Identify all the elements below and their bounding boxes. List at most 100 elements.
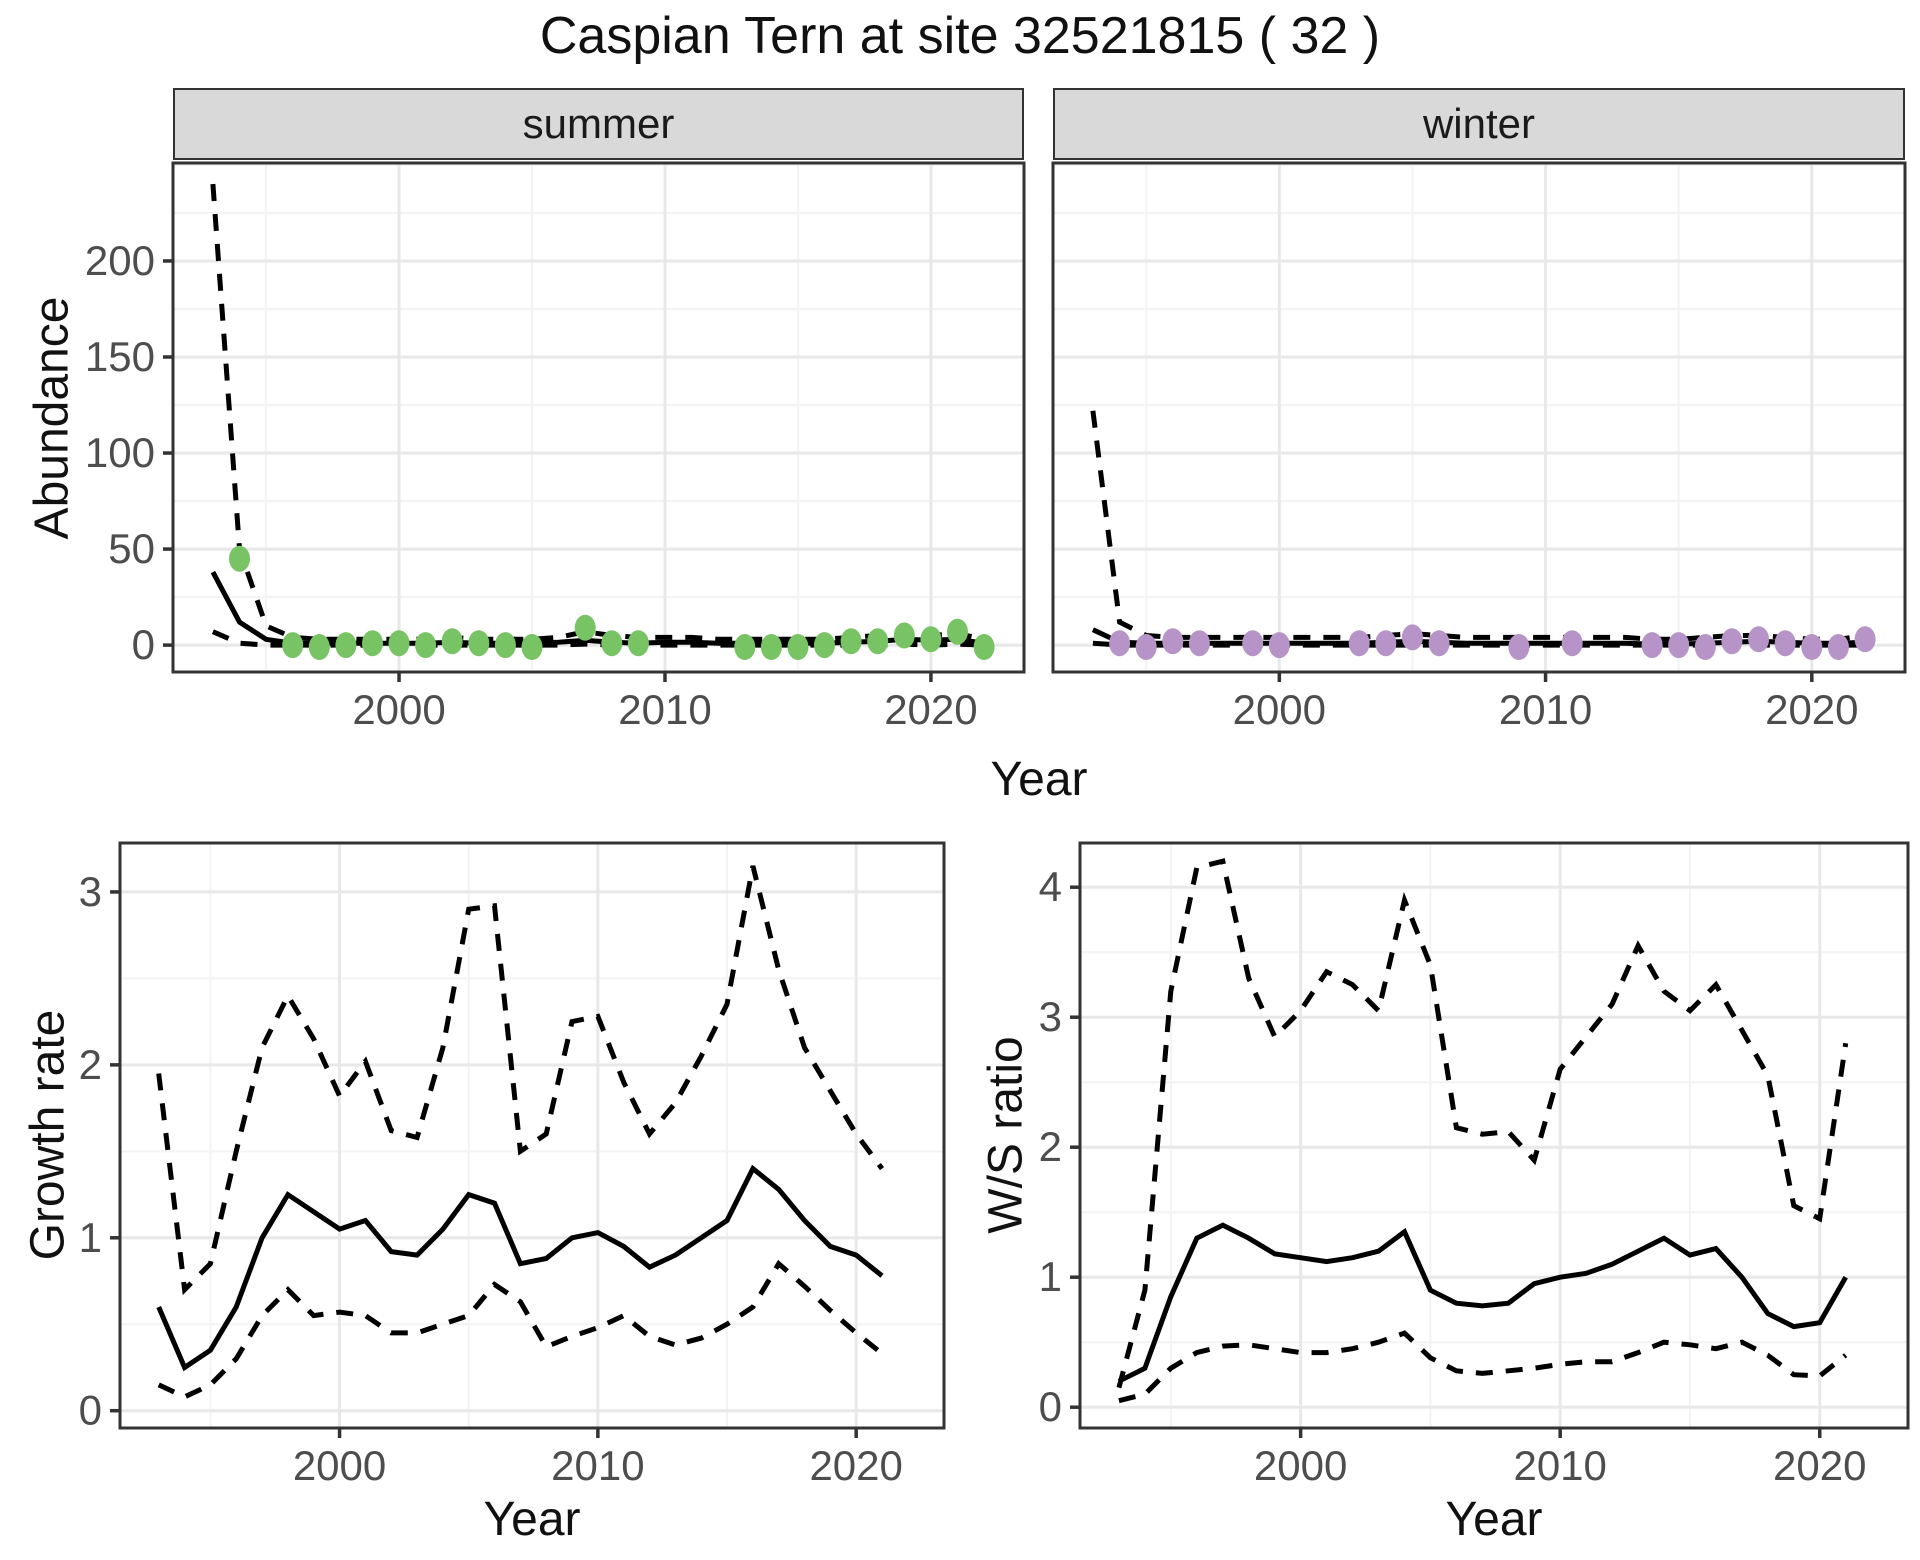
y-tick-label: 2 xyxy=(79,1041,102,1088)
gr-lower80-line xyxy=(157,1259,884,1400)
su-panel-border xyxy=(171,161,1026,674)
growth-rate-axis-title: Growth rate xyxy=(21,1009,75,1261)
gr-median-line xyxy=(156,1164,884,1372)
observed-summer-point xyxy=(441,628,463,655)
wi-panel-background xyxy=(1053,163,1905,672)
x-tick-label: 2010 xyxy=(1499,686,1592,733)
observed-winter-point xyxy=(1721,628,1743,655)
observed-summer-point xyxy=(494,632,516,659)
observed-summer-point xyxy=(388,630,410,657)
x-tick-label: 2000 xyxy=(352,686,445,733)
su-panel: 2000 2010 2020 0 50 100 150 200 xyxy=(85,161,1026,733)
observed-winter-point xyxy=(1242,630,1264,657)
su-panel-background xyxy=(173,163,1024,672)
observed-winter-point xyxy=(1188,630,1210,657)
growth-year-axis-title: Year xyxy=(483,1493,581,1546)
observed-winter-point xyxy=(1854,626,1876,653)
observed-winter-point xyxy=(1428,630,1450,657)
x-tick-label: 2020 xyxy=(1773,1442,1866,1489)
x-tick-label: 2020 xyxy=(1765,686,1858,733)
observed-summer-point xyxy=(362,630,383,657)
observed-winter-point xyxy=(1375,630,1397,657)
observed-summer-point xyxy=(734,634,756,660)
observed-summer-point xyxy=(787,634,809,660)
x-tick-label: 2000 xyxy=(1254,1442,1347,1489)
observed-summer-point xyxy=(814,632,835,659)
y-tick-label: 1 xyxy=(1039,1253,1062,1300)
facet-strip-summer: summer xyxy=(173,88,1024,160)
observed-summer-point xyxy=(229,545,250,572)
y-tick-label: 4 xyxy=(1039,863,1062,910)
observed-winter-point xyxy=(1641,632,1663,659)
x-tick-label: 2020 xyxy=(809,1442,902,1489)
y-tick-label: 100 xyxy=(85,429,155,476)
observed-winter-point xyxy=(1801,634,1823,660)
observed-winter-point xyxy=(1268,632,1290,659)
observed-summer-point xyxy=(415,632,437,659)
y-tick-label: 3 xyxy=(1039,993,1062,1040)
observed-summer-point xyxy=(601,630,623,657)
facet-strip-summer-label: summer xyxy=(522,100,675,147)
wi-upper80-line xyxy=(1090,410,1866,642)
observed-winter-point xyxy=(1348,630,1370,657)
y-tick-label: 3 xyxy=(79,868,102,915)
y-tick-label: 200 xyxy=(85,237,155,284)
ws-year-axis-title: Year xyxy=(1445,1493,1543,1546)
facet-strip-winter: winter xyxy=(1053,88,1905,160)
observed-summer-point xyxy=(282,632,304,659)
observed-winter-point xyxy=(1827,634,1849,660)
gr-panel: 2000 2010 2020 0 1 2 3 xyxy=(79,841,946,1489)
observed-summer-point xyxy=(893,622,915,649)
observed-summer-point xyxy=(947,618,968,645)
observed-winter-point xyxy=(1561,630,1583,657)
y-tick-label: 0 xyxy=(132,621,155,668)
observed-summer-point xyxy=(521,634,543,660)
y-tick-label: 1 xyxy=(79,1214,102,1261)
gr-upper80-line xyxy=(156,865,885,1296)
y-tick-label: 2 xyxy=(1039,1123,1062,1170)
wi-panel-border xyxy=(1051,161,1907,674)
observed-winter-point xyxy=(1694,634,1716,660)
observed-summer-point xyxy=(468,630,490,657)
ws-ratio-axis-title: W/S ratio xyxy=(979,1036,1033,1234)
observed-winter-point xyxy=(1774,630,1796,657)
ws-median-line xyxy=(1117,1222,1848,1384)
ws-lower80-line xyxy=(1118,1330,1848,1404)
observed-summer-point xyxy=(920,626,942,653)
gr-panel-background xyxy=(120,843,944,1428)
abundance-axis-title: Abundance xyxy=(25,296,79,540)
ws-panel: 2000 2010 2020 0 1 2 3 4 xyxy=(1039,841,1910,1489)
observed-winter-point xyxy=(1401,624,1423,651)
wi-panel: 2000 2010 2020 xyxy=(1051,161,1907,733)
ws-upper80-line xyxy=(1116,858,1849,1389)
y-tick-label: 50 xyxy=(108,525,155,572)
observed-winter-point xyxy=(1508,634,1530,660)
observed-winter-point xyxy=(1162,628,1184,655)
observed-summer-point xyxy=(308,634,330,660)
observed-winter-point xyxy=(1748,626,1770,653)
observed-summer-point xyxy=(574,614,596,641)
observed-summer-point xyxy=(973,634,995,660)
x-tick-label: 2000 xyxy=(293,1442,386,1489)
x-tick-label: 2010 xyxy=(551,1442,644,1489)
ws-panel-border xyxy=(1078,841,1910,1430)
observed-summer-point xyxy=(335,632,357,659)
y-tick-label: 0 xyxy=(79,1387,102,1434)
x-tick-label: 2010 xyxy=(1513,1442,1606,1489)
x-tick-label: 2020 xyxy=(884,686,977,733)
y-tick-label: 0 xyxy=(1039,1383,1062,1430)
observed-summer-point xyxy=(760,634,782,660)
observed-summer-point xyxy=(840,628,862,655)
x-tick-label: 2000 xyxy=(1233,686,1326,733)
observed-winter-point xyxy=(1668,632,1690,659)
y-tick-label: 150 xyxy=(85,333,155,380)
facet-strip-winter-label: winter xyxy=(1422,100,1536,147)
observed-winter-point xyxy=(1109,630,1131,657)
x-tick-label: 2010 xyxy=(618,686,711,733)
observed-winter-point xyxy=(1135,634,1157,660)
top-year-axis-title: Year xyxy=(990,753,1088,806)
chart-title: Caspian Tern at site 32521815 ( 32 ) xyxy=(539,7,1381,65)
observed-summer-point xyxy=(627,630,649,657)
